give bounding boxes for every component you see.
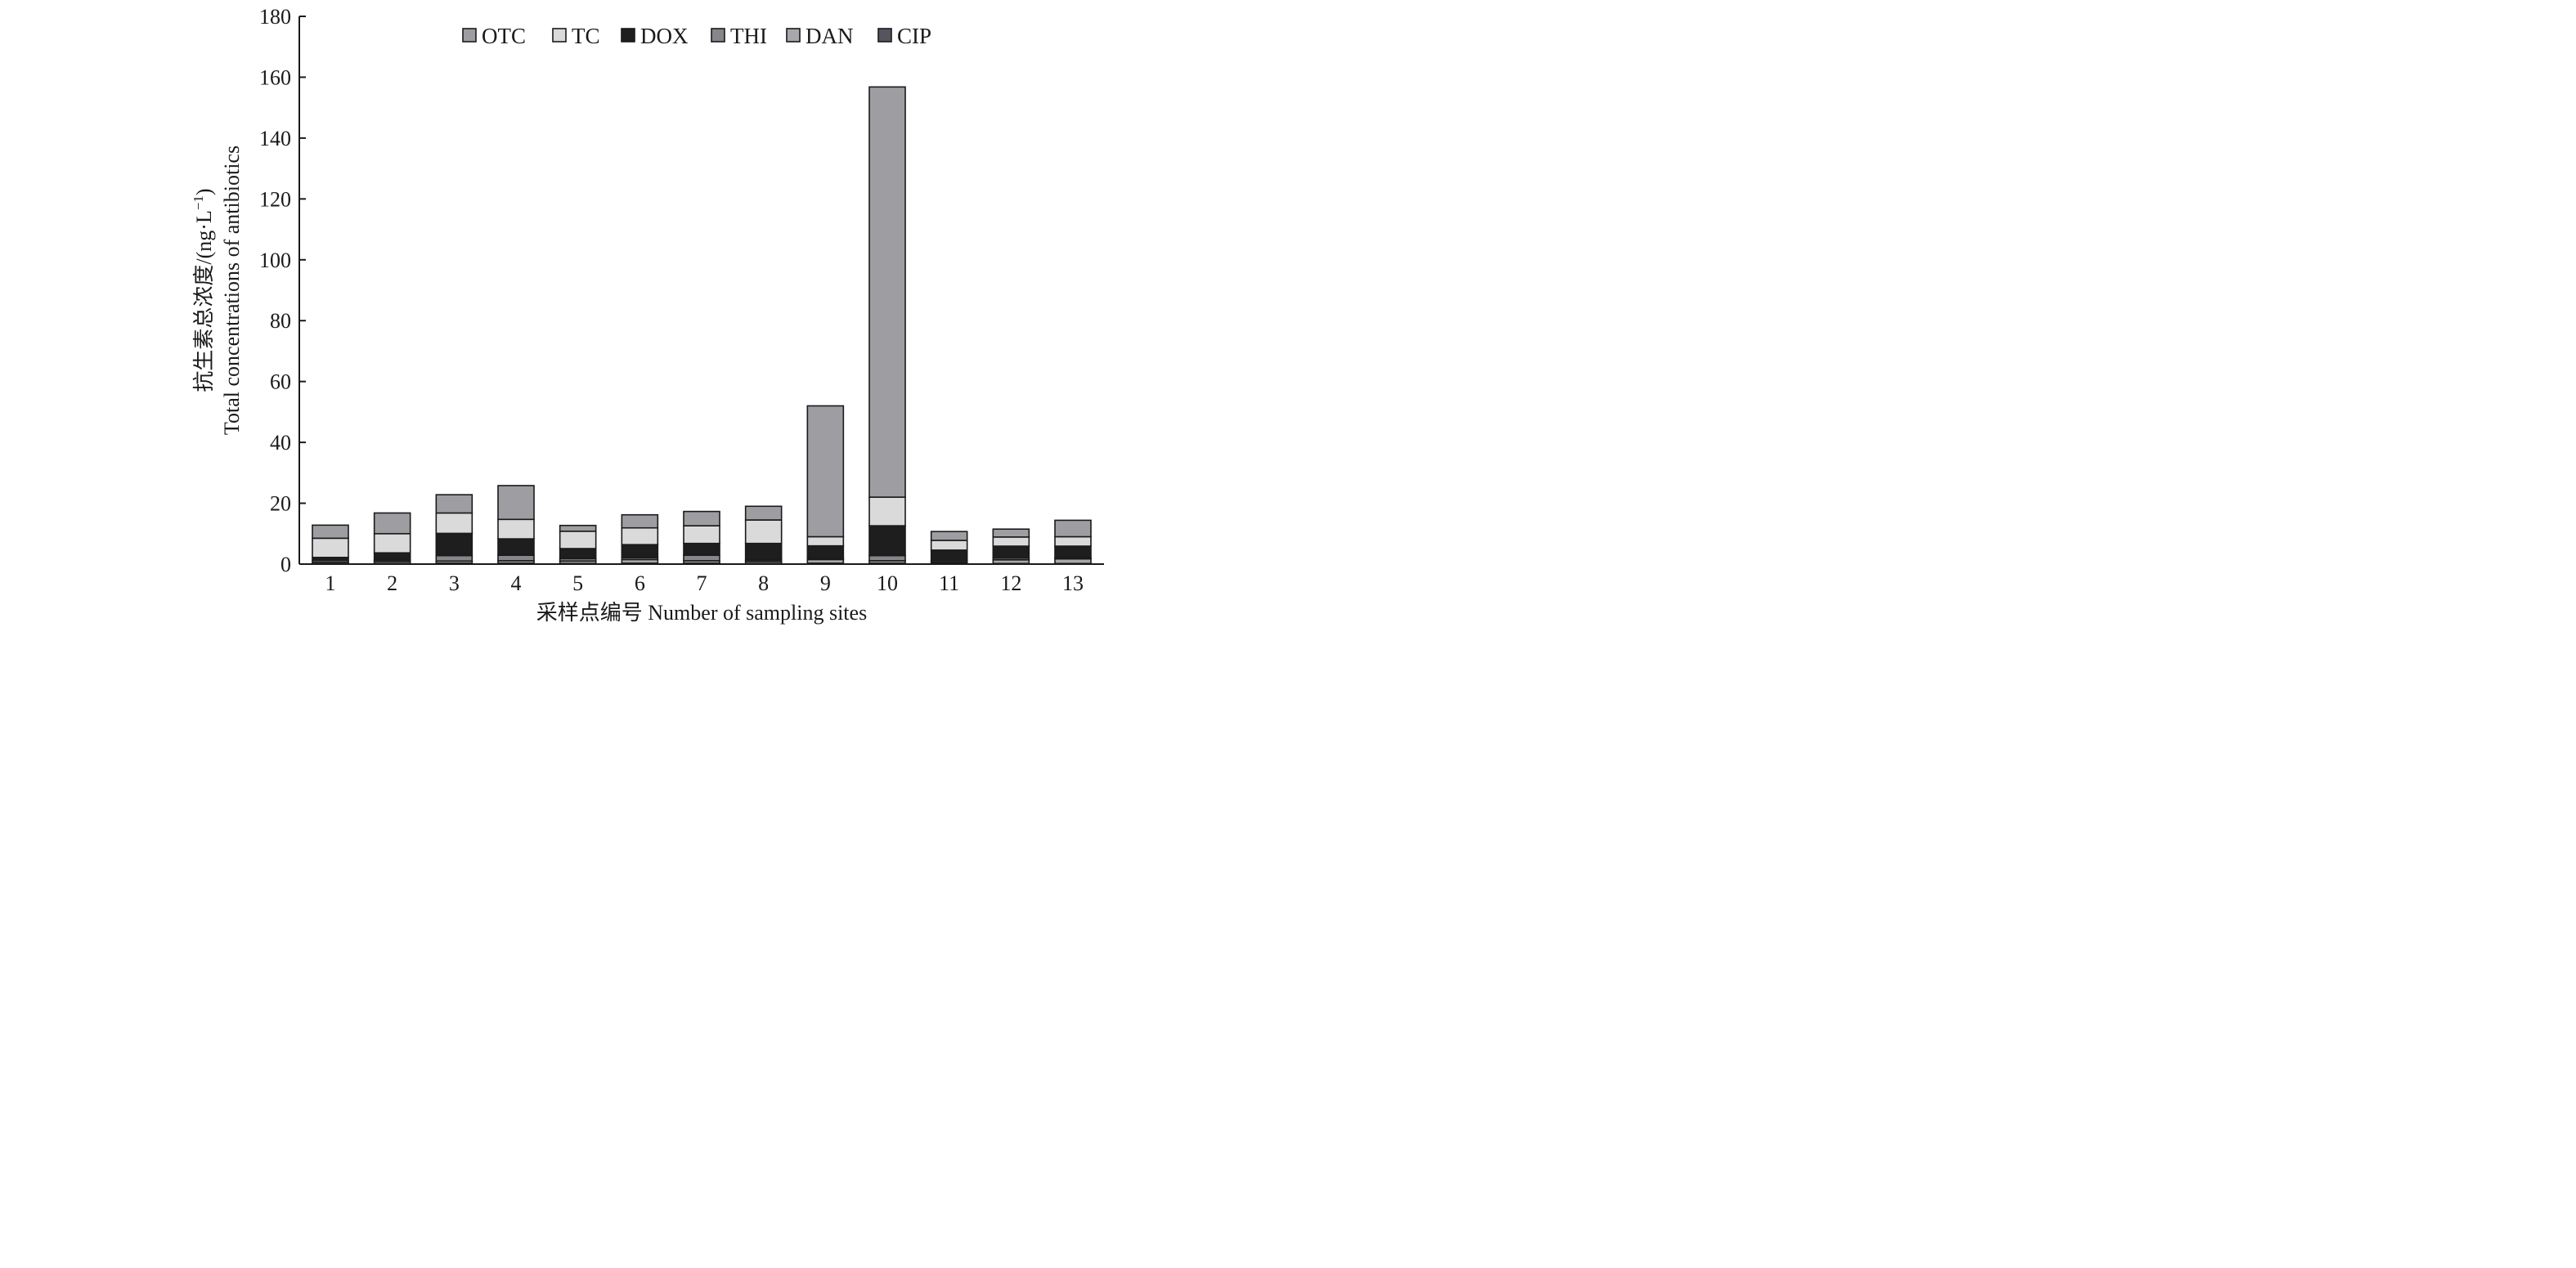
bar-segment-otc-site-8 [744,505,783,521]
y-tick-label: 20 [270,492,291,516]
x-axis-title: 采样点编号 Number of sampling sites [536,601,867,625]
chart-container: 0 20 40 60 80 100 120 140 160 180 1 2 3 4 5 6 7 8 9 10 11 12… [0,0,1268,630]
bar-segment-tc-site-9 [806,535,845,547]
y-axis-title-en: Total concentrations of antibiotics [220,146,244,435]
bar-segment-dan-site-13 [1054,558,1092,565]
legend-label-dan: DAN [806,24,854,48]
bar-segment-dox-site-10 [868,525,906,557]
legend-swatch-dan [786,28,801,43]
y-tick-label: 0 [280,553,291,576]
bar-segment-dox-site-6 [621,544,659,558]
bar-segment-tc-site-3 [435,512,473,535]
y-tick-label: 40 [270,431,291,455]
bar-segment-tc-site-8 [744,519,783,544]
bar-segment-dox-site-12 [992,545,1030,559]
bar-segment-tc-site-5 [559,530,597,549]
bar-segment-otc-site-10 [868,86,906,498]
legend-swatch-tc [552,28,567,43]
bar-segment-tc-site-11 [930,540,968,551]
bar-segment-otc-site-5 [559,524,597,532]
legend-label-cip: CIP [897,24,931,48]
x-tick-label: 3 [449,571,460,595]
legend-label-thi: THI [730,24,767,48]
x-tick-label: 8 [758,571,769,595]
bar-segment-tc-site-10 [868,496,906,526]
x-tick-label: 10 [877,571,898,595]
bar-segment-dox-site-11 [930,549,968,562]
bar-segment-dox-site-4 [497,538,535,557]
bar-segment-tc-site-13 [1054,535,1092,547]
y-tick-label: 80 [270,309,291,333]
y-tick-label: 180 [259,5,291,29]
bar-segment-tc-site-4 [497,518,535,540]
legend-swatch-otc [462,28,477,43]
bar-segment-otc-site-7 [683,510,720,526]
bar-segment-dox-site-9 [806,544,845,559]
y-ticks-group: 0 20 40 60 80 100 120 140 160 180 [259,5,306,576]
bar-segment-otc-site-12 [992,528,1030,538]
bar-segment-dox-site-3 [435,532,473,557]
axes-group [298,16,1104,565]
y-tick-label: 120 [259,187,291,211]
bar-segment-otc-site-2 [373,512,411,535]
bar-segment-thi-site-4 [497,554,535,562]
bar-segment-thi-site-10 [868,554,906,562]
x-tick-label: 6 [635,571,645,595]
bar-segment-otc-site-1 [312,524,349,540]
bar-segment-dox-site-7 [683,542,720,557]
x-tick-label: 5 [572,571,583,595]
x-tick-label: 4 [511,571,522,595]
x-tick-label: 13 [1062,571,1084,595]
legend-label-otc: OTC [482,24,526,48]
bar-segment-tc-site-1 [312,537,349,558]
bar-segment-tc-site-7 [683,525,720,544]
bar-segment-thi-site-7 [683,554,720,562]
x-ticks-group: 1 2 3 4 5 6 7 8 9 10 11 12 13 [325,571,1084,595]
y-tick-label: 100 [259,249,291,272]
x-tick-label: 1 [325,571,336,595]
legend-swatch-dox [621,28,635,43]
y-axis-title-cn: 抗生素总浓度/(ng·L−1) [191,188,216,392]
legend: OTC TC DOX THI DAN CIP [462,24,931,48]
bars-group [312,86,1092,565]
x-tick-label: 7 [697,571,707,595]
bar-segment-tc-site-2 [373,532,411,554]
bar-segment-otc-site-13 [1054,519,1092,538]
bar-segment-otc-site-3 [435,494,473,514]
bar-segment-tc-site-6 [621,526,659,545]
bar-segment-otc-site-11 [930,531,968,541]
bar-segment-dox-site-8 [744,542,783,561]
legend-swatch-cip [877,28,892,43]
y-tick-label: 60 [270,370,291,394]
x-tick-label: 2 [387,571,397,595]
bar-segment-dox-site-2 [373,552,411,561]
bar-segment-tc-site-12 [992,536,1030,547]
bar-segment-thi-site-3 [435,554,473,562]
legend-label-dox: DOX [640,24,689,48]
x-tick-label: 12 [1000,571,1021,595]
y-axis-title-cn-group: 抗生素总浓度/(ng·L−1) [191,188,216,392]
bar-segment-otc-site-4 [497,485,535,521]
legend-label-tc: TC [572,24,600,48]
x-tick-label: 11 [939,571,959,595]
y-tick-label: 160 [259,65,291,89]
x-tick-label: 9 [820,571,831,595]
bar-segment-otc-site-9 [806,405,845,538]
y-axis-unit-superscript: −1 [191,195,206,210]
legend-swatch-thi [711,28,725,43]
bar-segment-otc-site-6 [621,513,659,529]
bar-segment-dox-site-13 [1054,545,1092,559]
y-tick-label: 140 [259,127,291,150]
bar-segment-dox-site-5 [559,548,597,560]
